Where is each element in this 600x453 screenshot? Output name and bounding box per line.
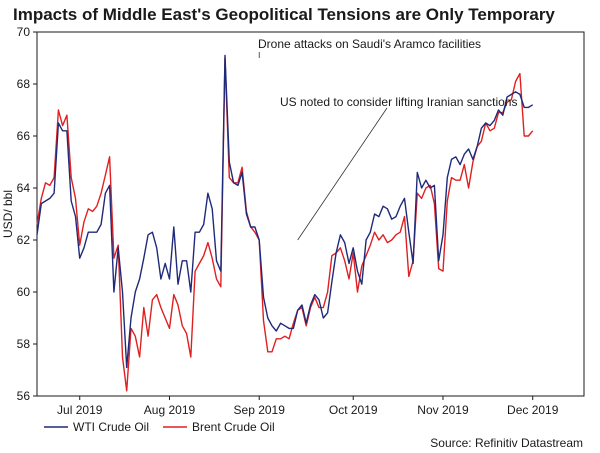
chart-title: Impacts of Middle East's Geopolitical Te… bbox=[13, 5, 555, 24]
source-note: Source: Refinitiv Datastream bbox=[430, 436, 583, 450]
y-axis-label: USD/ bbl bbox=[1, 190, 15, 238]
x-tick-label: Oct 2019 bbox=[329, 403, 378, 417]
x-axis: Jul 2019 Aug 2019 Sep 2019 Oct 2019 Nov 2019… bbox=[57, 396, 559, 417]
x-tick-label: Nov 2019 bbox=[417, 403, 469, 417]
y-tick-label: 58 bbox=[17, 337, 31, 351]
y-tick-label: 56 bbox=[17, 389, 31, 403]
y-tick-label: 68 bbox=[17, 77, 31, 91]
y-tick-label: 64 bbox=[17, 181, 31, 195]
annotation-iran: US noted to consider lifting Iranian san… bbox=[280, 95, 517, 109]
series-line-brent bbox=[36, 57, 534, 392]
legend: WTI Crude Oil Brent Crude Oil bbox=[44, 420, 275, 434]
series-layer bbox=[36, 54, 534, 392]
x-tick-label: Dec 2019 bbox=[507, 403, 559, 417]
x-tick-label: Aug 2019 bbox=[144, 403, 196, 417]
annotation-leader-iran bbox=[297, 107, 388, 241]
annotation-drone: Drone attacks on Saudi's Aramco faciliti… bbox=[258, 37, 481, 51]
x-tick-label: Sep 2019 bbox=[234, 403, 286, 417]
x-tick-label: Jul 2019 bbox=[57, 403, 103, 417]
plot-frame bbox=[36, 31, 585, 397]
legend-label-brent: Brent Crude Oil bbox=[192, 420, 275, 434]
series-line-wti bbox=[36, 54, 534, 369]
legend-label-wti: WTI Crude Oil bbox=[73, 420, 149, 434]
y-tick-label: 66 bbox=[17, 129, 31, 143]
y-tick-label: 60 bbox=[17, 285, 31, 299]
y-tick-label: 70 bbox=[17, 25, 31, 39]
y-axis: 56 58 60 62 64 66 68 70 bbox=[17, 25, 37, 403]
y-tick-label: 62 bbox=[17, 233, 31, 247]
